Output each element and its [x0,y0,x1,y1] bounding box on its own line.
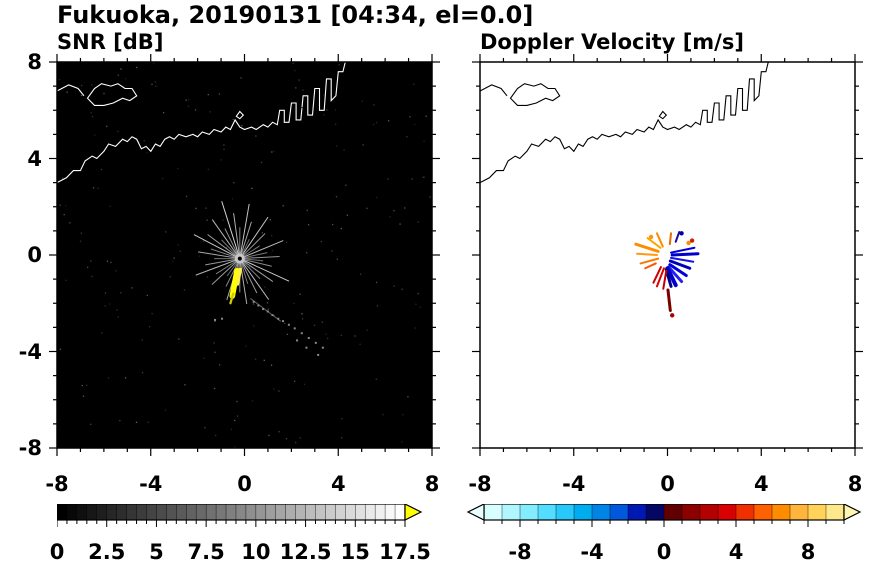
colorbar-gradient [484,504,845,520]
colorbar-over-arrow [404,504,423,521]
colorbar-ticks [57,520,406,527]
coastline [57,62,346,184]
snr-colorbar-tick-label: 0 [49,540,65,564]
snr-x-tick-label: 0 [237,472,252,496]
doppler-x-tick-label: 4 [753,472,769,496]
doppler-colorbar-tick-label: 8 [800,540,816,564]
doppler-plot-area [470,52,865,458]
snr-plot-area [47,52,442,458]
snr-x-tick-label: -4 [139,472,163,496]
snr-saturated-streak [229,267,240,299]
plot-background [57,62,432,448]
snr-panel-title: SNR [dB] [57,30,164,54]
figure-title: Fukuoka, 20190131 [04:34, el=0.0] [57,1,534,29]
doppler-colorbar-tick-label: 4 [728,540,744,564]
snr-plot-canvas [49,54,440,456]
doppler-plot-canvas [472,54,863,456]
plot-background [480,62,855,448]
snr-colorbar-tick-label: 15 [340,540,370,564]
y-tick-label: -8 [18,436,42,460]
coastline [480,62,769,184]
doppler-colorbar-tick-label: -4 [580,540,604,564]
snr-x-tick-label: -8 [45,472,69,496]
snr-radar-echo [58,62,431,448]
doppler-x-tick-label: -4 [562,472,586,496]
snr-colorbar-tick-label: 17.5 [379,540,431,564]
doppler-colorbar-tick-label: -8 [508,540,532,564]
colorbar-gradient [57,504,406,520]
snr-colorbar-tick-label: 2.5 [88,540,126,564]
snr-colorbar-canvas [57,504,423,527]
doppler-x-tick-label: -8 [468,472,492,496]
plot-frame [56,61,433,449]
snr-colorbar-tick-label: 5 [149,540,164,564]
y-tick-label: -4 [18,339,42,364]
doppler-radar-echo [634,231,700,318]
snr-saturated-streak [235,267,243,286]
y-tick-label: 8 [27,50,42,74]
doppler-x-tick-label: 0 [660,472,675,496]
snr-colorbar-tick-label: 7.5 [187,540,225,564]
snr-x-tick-label: 4 [330,472,346,496]
colorbar-under-arrow [466,504,485,521]
y-tick-label: 4 [27,146,42,171]
snr-saturated-streak [229,292,235,305]
y-tick-label: 0 [27,243,42,267]
snr-colorbar-tick-label: 10 [241,540,271,564]
snr-colorbar [57,504,437,532]
doppler-panel-title: Doppler Velocity [m/s] [480,30,744,54]
plot-frame [479,61,856,449]
colorbar-ticks [483,520,845,527]
doppler-colorbar [466,504,866,532]
snr-x-tick-label: 8 [424,472,440,496]
doppler-x-tick-label: 8 [847,472,863,496]
doppler-colorbar-canvas [466,504,862,527]
doppler-colorbar-tick-label: 0 [656,540,672,564]
snr-colorbar-tick-label: 12.5 [279,540,332,564]
colorbar-over-arrow [843,504,862,521]
